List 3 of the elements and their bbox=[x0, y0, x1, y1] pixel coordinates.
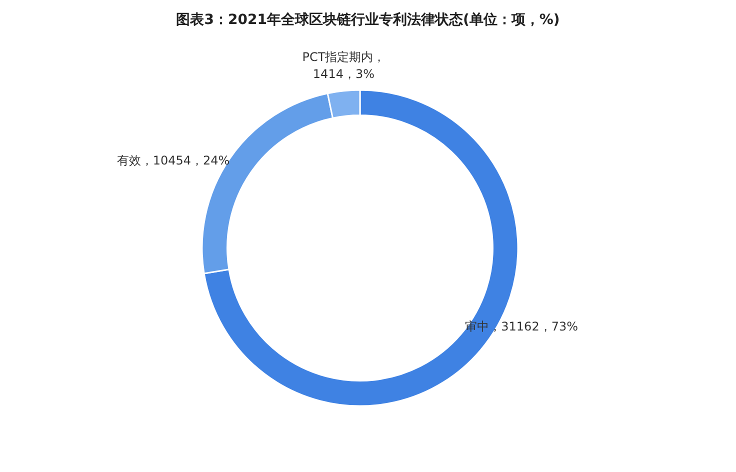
chart-title: 图表3：2021年全球区块链行业专利法律状态(单位：项，%) bbox=[176, 11, 560, 28]
slice-label: 有效，10454，24% bbox=[116, 154, 230, 168]
slice-label: PCT指定期内，1414，3% bbox=[302, 50, 386, 81]
